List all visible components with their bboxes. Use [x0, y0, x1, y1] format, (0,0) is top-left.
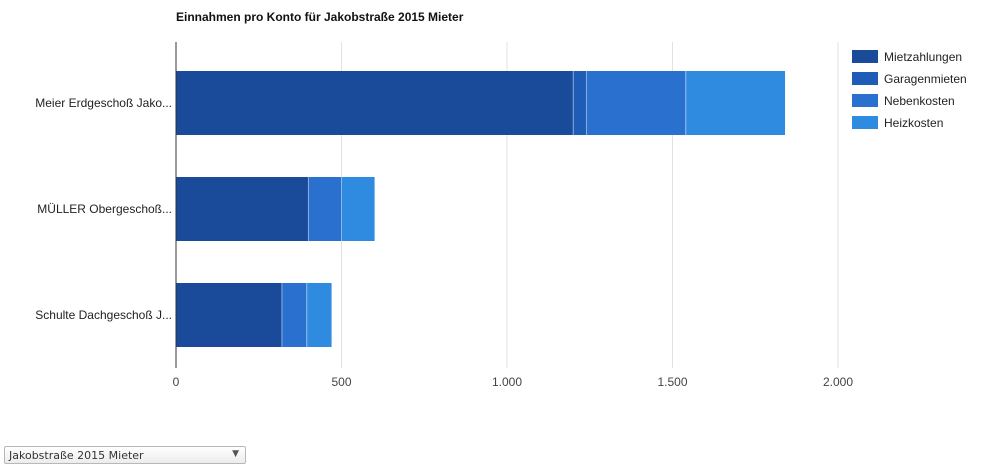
legend-swatch [852, 72, 878, 85]
tick-labels: 0 500 1.000 1.500 2.000 [173, 375, 854, 389]
legend-label: Mietzahlungen [884, 50, 962, 64]
bar-segment-garagenmieten[interactable] [573, 71, 587, 135]
bar-series [176, 71, 786, 347]
category-label: MÜLLER Obergeschoß... [37, 202, 172, 216]
legend-swatch [852, 94, 878, 107]
x-tick-label: 2.000 [823, 375, 853, 389]
x-tick-label: 1.500 [657, 375, 687, 389]
bar-segment-mietzahlungen[interactable] [176, 71, 574, 135]
legend-swatch [852, 116, 878, 129]
x-tick-label: 0 [173, 375, 180, 389]
bar-segment-mietzahlungen[interactable] [176, 283, 282, 347]
category-labels: Meier Erdgeschoß Jako... MÜLLER Obergesch… [35, 96, 172, 322]
bar-segment-mietzahlungen[interactable] [176, 177, 309, 241]
bar-segment-heizkosten[interactable] [341, 177, 375, 241]
bar-chart: Meier Erdgeschoß Jako... MÜLLER Obergesch… [35, 42, 967, 389]
legend-swatch [852, 50, 878, 63]
bar-segment-nebenkosten[interactable] [586, 71, 686, 135]
legend-label: Heizkosten [884, 116, 943, 130]
legend: Mietzahlungen Garagenmieten Nebenkosten Hei… [852, 50, 967, 130]
chart-title: Einnahmen pro Konto für Jakobstraße 2015… [176, 10, 464, 24]
chevron-down-icon: ▼ [232, 449, 239, 459]
bar-segment-nebenkosten[interactable] [308, 177, 342, 241]
x-tick-label: 500 [331, 375, 351, 389]
x-tick-label: 1.000 [492, 375, 522, 389]
account-filter-value: Jakobstraße 2015 Mieter [9, 449, 144, 462]
bar-segment-heizkosten[interactable] [685, 71, 786, 135]
category-label: Meier Erdgeschoß Jako... [35, 96, 172, 110]
category-label: Schulte Dachgeschoß J... [35, 308, 172, 322]
account-filter-select[interactable]: Jakobstraße 2015 Mieter ▼ [4, 446, 246, 464]
bar-segment-nebenkosten[interactable] [281, 283, 307, 347]
legend-label: Nebenkosten [884, 94, 955, 108]
bar-segment-heizkosten[interactable] [306, 283, 332, 347]
legend-label: Garagenmieten [884, 72, 967, 86]
